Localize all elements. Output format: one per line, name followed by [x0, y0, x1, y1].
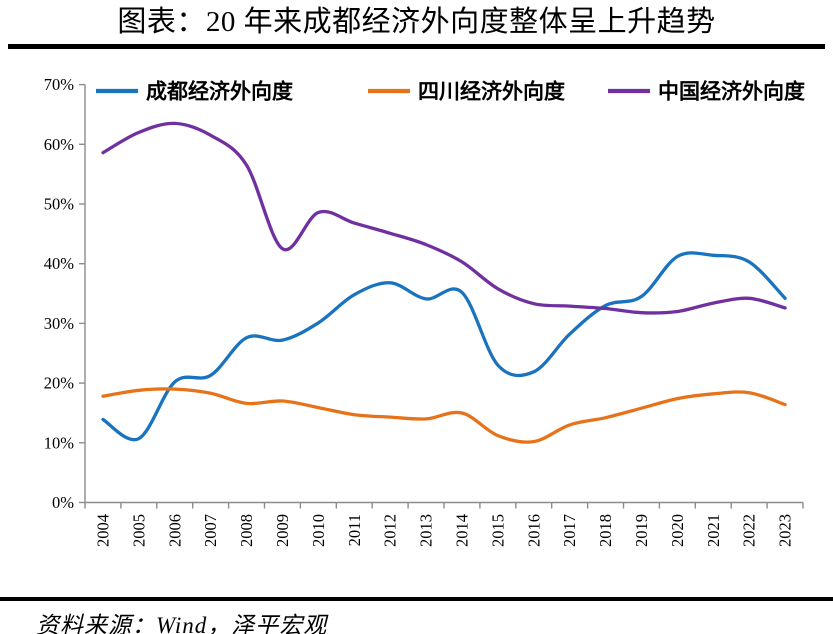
bottom-divider: [0, 597, 833, 601]
y-axis-tick-label: 0%: [52, 493, 74, 512]
x-axis-tick-label: 2019: [632, 514, 651, 547]
x-axis-tick-label: 2020: [668, 514, 687, 547]
x-axis-tick-label: 2010: [309, 514, 328, 547]
y-axis-tick-label: 60%: [44, 135, 75, 154]
source-note: 资料来源：Wind，泽平宏观: [36, 613, 328, 634]
x-axis-tick-label: 2022: [740, 514, 759, 547]
x-axis-tick-label: 2023: [776, 514, 795, 547]
x-axis-tick-label: 2011: [345, 514, 364, 546]
series-line-2: [101, 121, 787, 315]
x-axis-tick-label: 2013: [417, 514, 436, 547]
top-divider: [8, 44, 825, 49]
y-axis-tick-label: 40%: [44, 254, 75, 273]
legend-item: 成都经济外向度: [96, 80, 293, 104]
legend-item: 中国经济外向度: [608, 80, 805, 104]
y-axis-tick-label: 10%: [44, 433, 75, 452]
series-line-0: [101, 251, 787, 442]
x-axis-tick-label: 2008: [237, 514, 256, 547]
legend-label: 中国经济外向度: [658, 80, 805, 104]
x-axis-tick-label: 2004: [94, 514, 113, 547]
chart-title: 图表：20 年来成都经济外向度整体呈上升趋势: [117, 6, 716, 38]
x-axis-tick-label: 2017: [560, 514, 579, 547]
x-axis-tick-label: 2021: [704, 514, 723, 547]
y-axis-tick-label: 50%: [44, 195, 75, 214]
x-axis-tick-label: 2006: [165, 514, 184, 547]
line-chart: 0% 10% 20% 30% 40% 50% 60% 70% 2004 2005 2006 2007 2…: [44, 75, 805, 547]
legend-item: 四川经济外向度: [368, 80, 565, 104]
y-axis-tick-label: 70%: [44, 75, 75, 94]
series-line-1: [101, 387, 787, 444]
x-axis-tick-label: 2005: [129, 514, 148, 547]
x-axis-tick-label: 2018: [596, 514, 615, 547]
x-axis-tick-label: 2014: [453, 514, 472, 547]
x-axis-tick-label: 2012: [381, 514, 400, 547]
legend-label: 成都经济外向度: [146, 80, 293, 104]
x-axis-tick-label: 2007: [201, 514, 220, 547]
y-axis-tick-label: 30%: [44, 314, 75, 333]
x-axis-tick-label: 2009: [273, 514, 292, 547]
x-axis-tick-label: 2015: [488, 514, 507, 547]
y-axis-tick-label: 20%: [44, 374, 75, 393]
x-axis-tick-label: 2016: [524, 514, 543, 547]
legend-label: 四川经济外向度: [418, 80, 565, 104]
